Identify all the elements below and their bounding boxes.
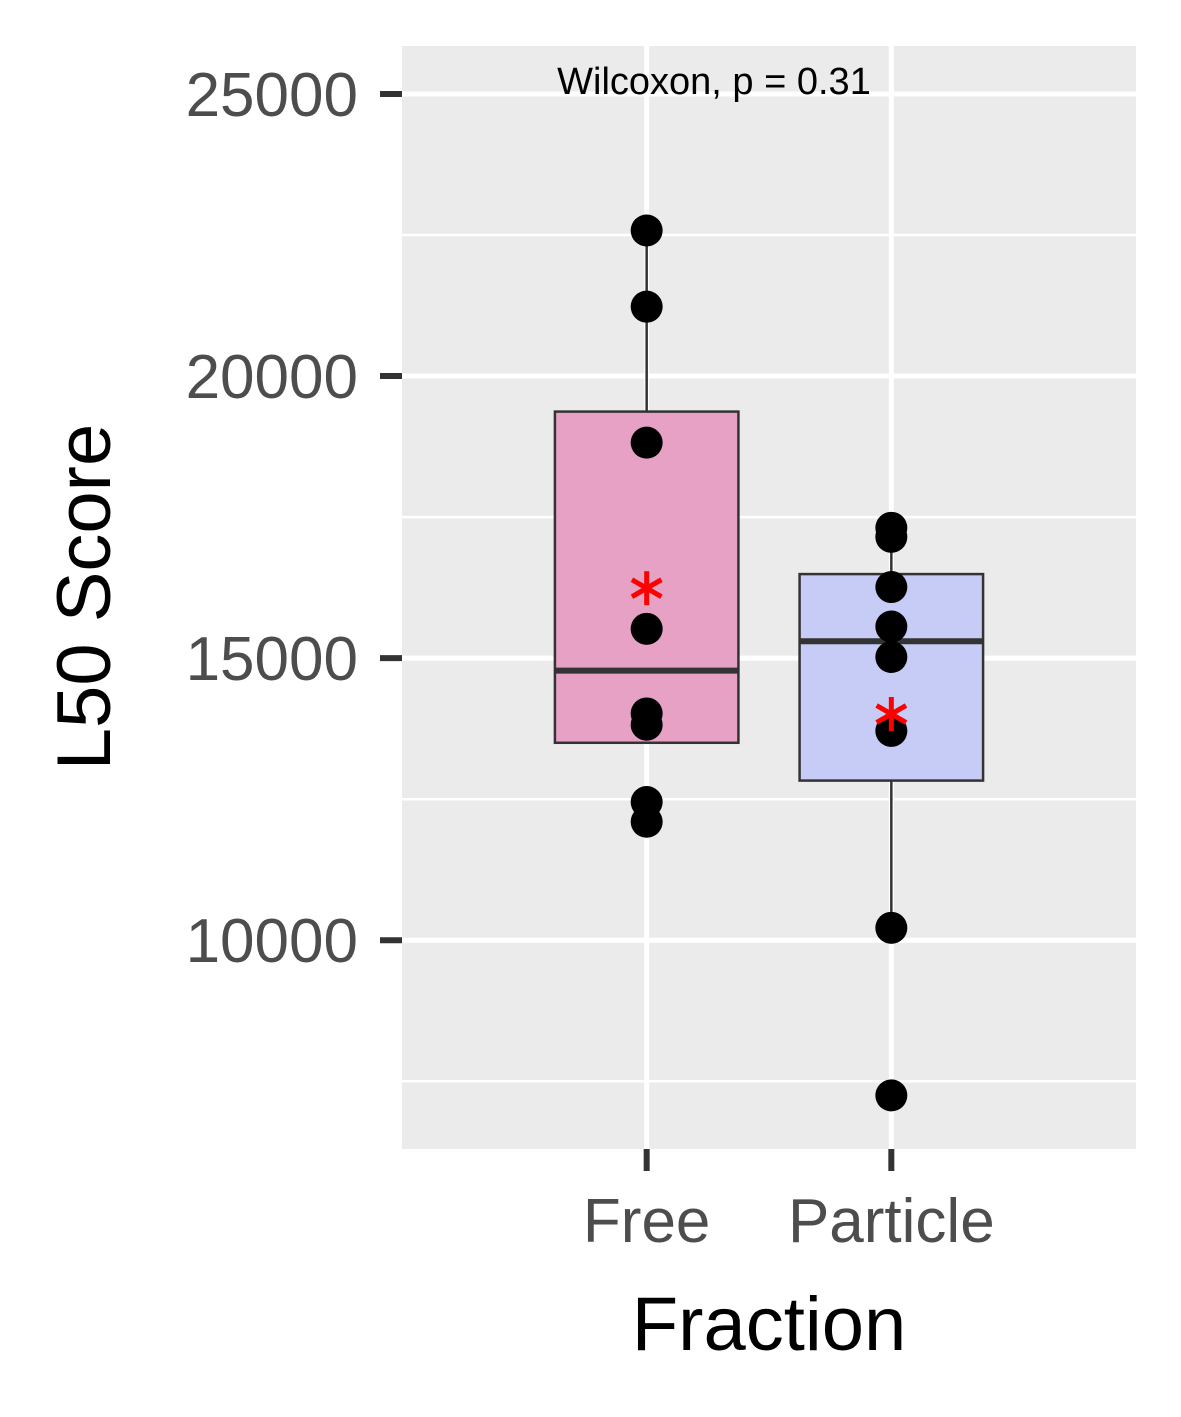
mean-marker bbox=[630, 571, 663, 606]
minor-gridlines bbox=[402, 233, 1136, 1083]
data-point bbox=[875, 610, 908, 643]
stat-annotation: Wilcoxon, p = 0.31 bbox=[557, 61, 871, 103]
y-tick-label: 15000 bbox=[186, 625, 358, 694]
mean-marker-stroke bbox=[875, 703, 908, 725]
mean-marker-stroke bbox=[630, 577, 663, 599]
box-iqr bbox=[798, 572, 985, 782]
data-point bbox=[630, 426, 663, 459]
mean-markers-layer bbox=[630, 571, 908, 732]
y-tick-label: 10000 bbox=[186, 907, 358, 976]
data-point bbox=[875, 641, 908, 674]
x-axis: Free Particle bbox=[583, 1149, 995, 1256]
data-point bbox=[875, 1079, 908, 1112]
data-point bbox=[630, 708, 663, 741]
data-point bbox=[875, 520, 908, 553]
x-axis-title: Fraction bbox=[632, 1282, 907, 1367]
data-point bbox=[630, 214, 663, 247]
x-tick-label: Particle bbox=[788, 1187, 995, 1256]
data-point bbox=[630, 290, 663, 323]
points-layer bbox=[630, 214, 908, 1112]
data-point bbox=[630, 612, 663, 645]
data-point bbox=[875, 911, 908, 944]
plot-panel bbox=[402, 46, 1136, 1149]
y-axis-title: L50 Score bbox=[42, 424, 127, 770]
y-tick-label: 20000 bbox=[186, 343, 358, 412]
mean-marker bbox=[875, 697, 908, 732]
x-tick-label: Free bbox=[583, 1187, 710, 1256]
data-point bbox=[875, 571, 908, 604]
y-axis: 10000 15000 20000 25000 bbox=[186, 61, 402, 976]
data-point bbox=[630, 805, 663, 838]
y-tick-label: 25000 bbox=[186, 61, 358, 130]
